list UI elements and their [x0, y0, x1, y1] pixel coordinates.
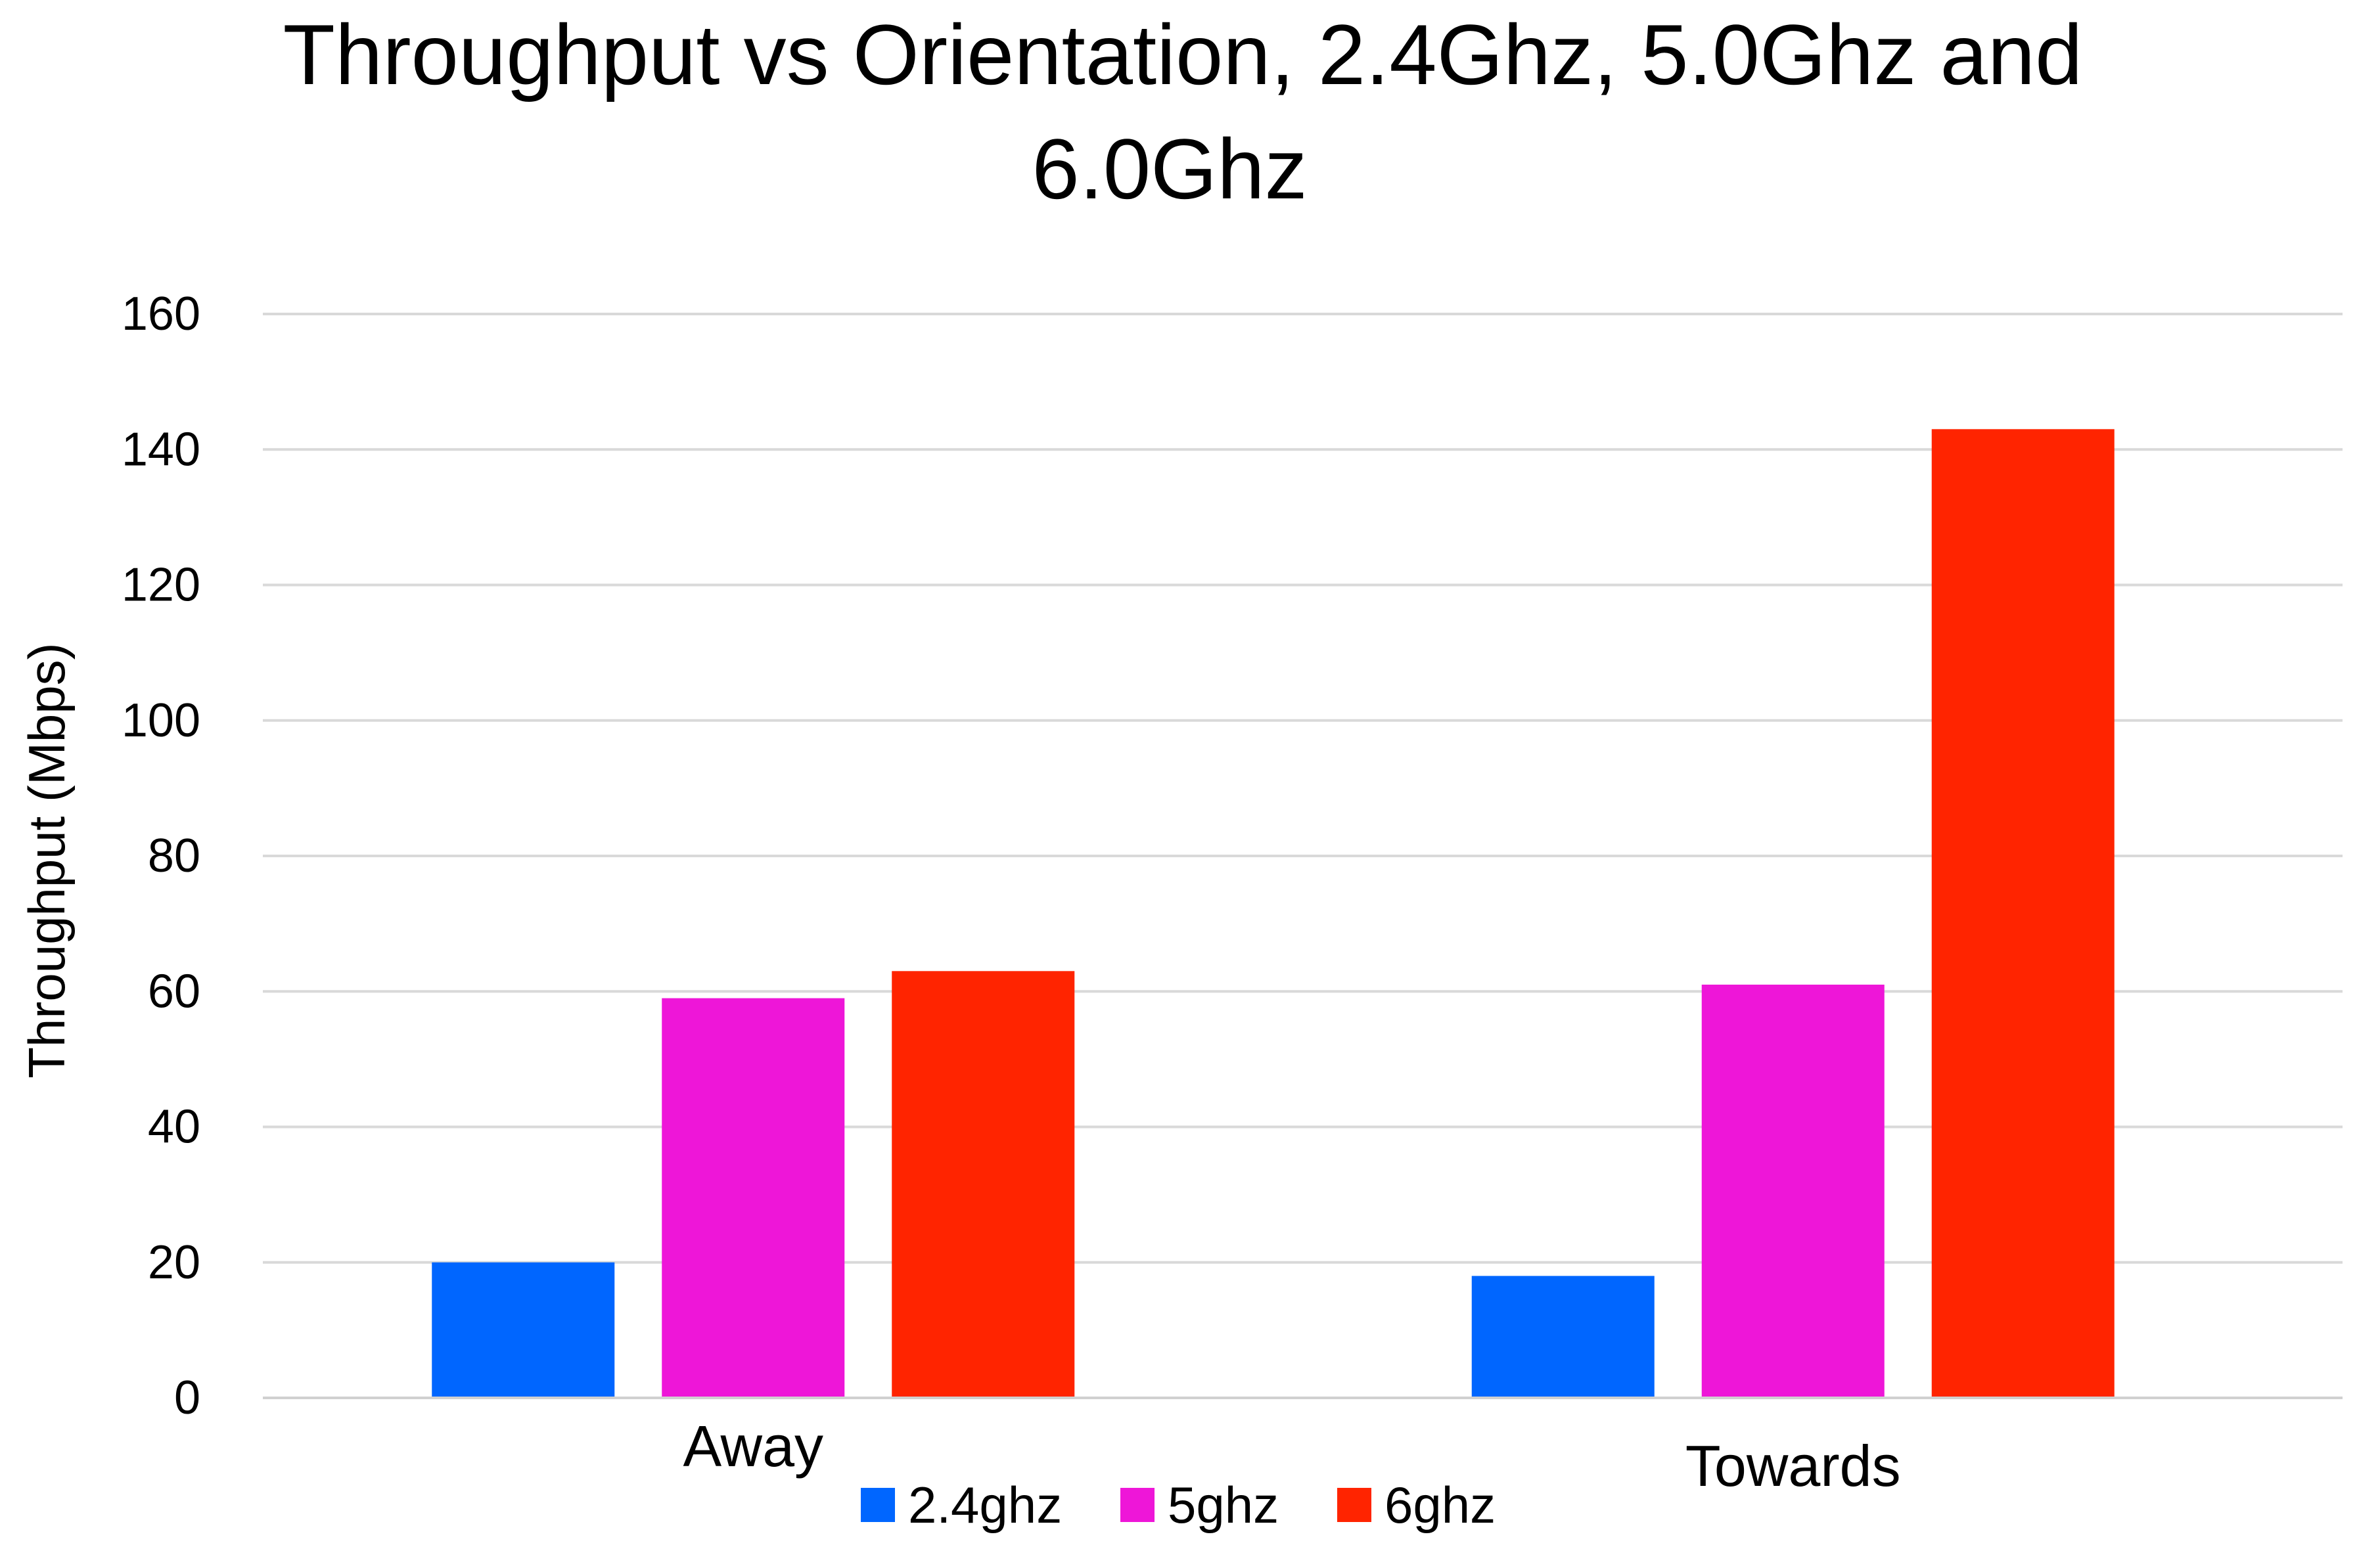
legend-item-5ghz: 5ghz	[1120, 1476, 1279, 1534]
bar-5ghz-towards	[1701, 984, 1885, 1398]
x-category-label-towards: Towards	[1685, 1433, 1901, 1498]
bar-6ghz-away	[892, 971, 1075, 1398]
y-axis-tick-labels: 0 20 40 60 80 100 120 140 160	[122, 288, 200, 1424]
legend-swatch-5ghz	[1120, 1488, 1155, 1522]
y-tick-label-160: 160	[122, 288, 200, 340]
x-axis-category-labels: Away Towards	[683, 1414, 1900, 1498]
legend: 2.4ghz 5ghz 6ghz	[861, 1476, 1496, 1534]
legend-swatch-2.4ghz	[861, 1488, 895, 1522]
chart-title-line-2: 6.0Ghz	[1032, 121, 1307, 217]
y-tick-label-60: 60	[148, 965, 200, 1018]
x-category-label-away: Away	[683, 1414, 823, 1479]
legend-item-6ghz: 6ghz	[1337, 1476, 1496, 1534]
bar-5ghz-away	[662, 998, 845, 1398]
y-tick-label-20: 20	[148, 1236, 200, 1289]
legend-label-6ghz: 6ghz	[1384, 1476, 1496, 1534]
y-tick-label-80: 80	[148, 830, 200, 882]
legend-swatch-6ghz	[1337, 1488, 1371, 1522]
y-tick-label-40: 40	[148, 1101, 200, 1154]
gridlines	[263, 313, 2343, 1264]
y-tick-label-0: 0	[174, 1372, 200, 1424]
legend-label-2.4ghz: 2.4ghz	[908, 1476, 1062, 1534]
bars	[432, 429, 2115, 1398]
bar-2.4ghz-away	[432, 1262, 615, 1398]
y-tick-label-100: 100	[122, 694, 200, 747]
bar-6ghz-towards	[1931, 429, 2115, 1398]
y-tick-label-140: 140	[122, 423, 200, 476]
y-axis-title: Throughput (Mbps)	[18, 642, 76, 1078]
legend-label-5ghz: 5ghz	[1168, 1476, 1279, 1534]
y-tick-label-120: 120	[122, 559, 200, 612]
chart-title: Throughput vs Orientation, 2.4Ghz, 5.0Gh…	[283, 7, 2083, 217]
bar-2.4ghz-towards	[1471, 1276, 1655, 1398]
chart-title-line-1: Throughput vs Orientation, 2.4Ghz, 5.0Gh…	[283, 7, 2083, 102]
legend-item-2.4ghz: 2.4ghz	[861, 1476, 1062, 1534]
